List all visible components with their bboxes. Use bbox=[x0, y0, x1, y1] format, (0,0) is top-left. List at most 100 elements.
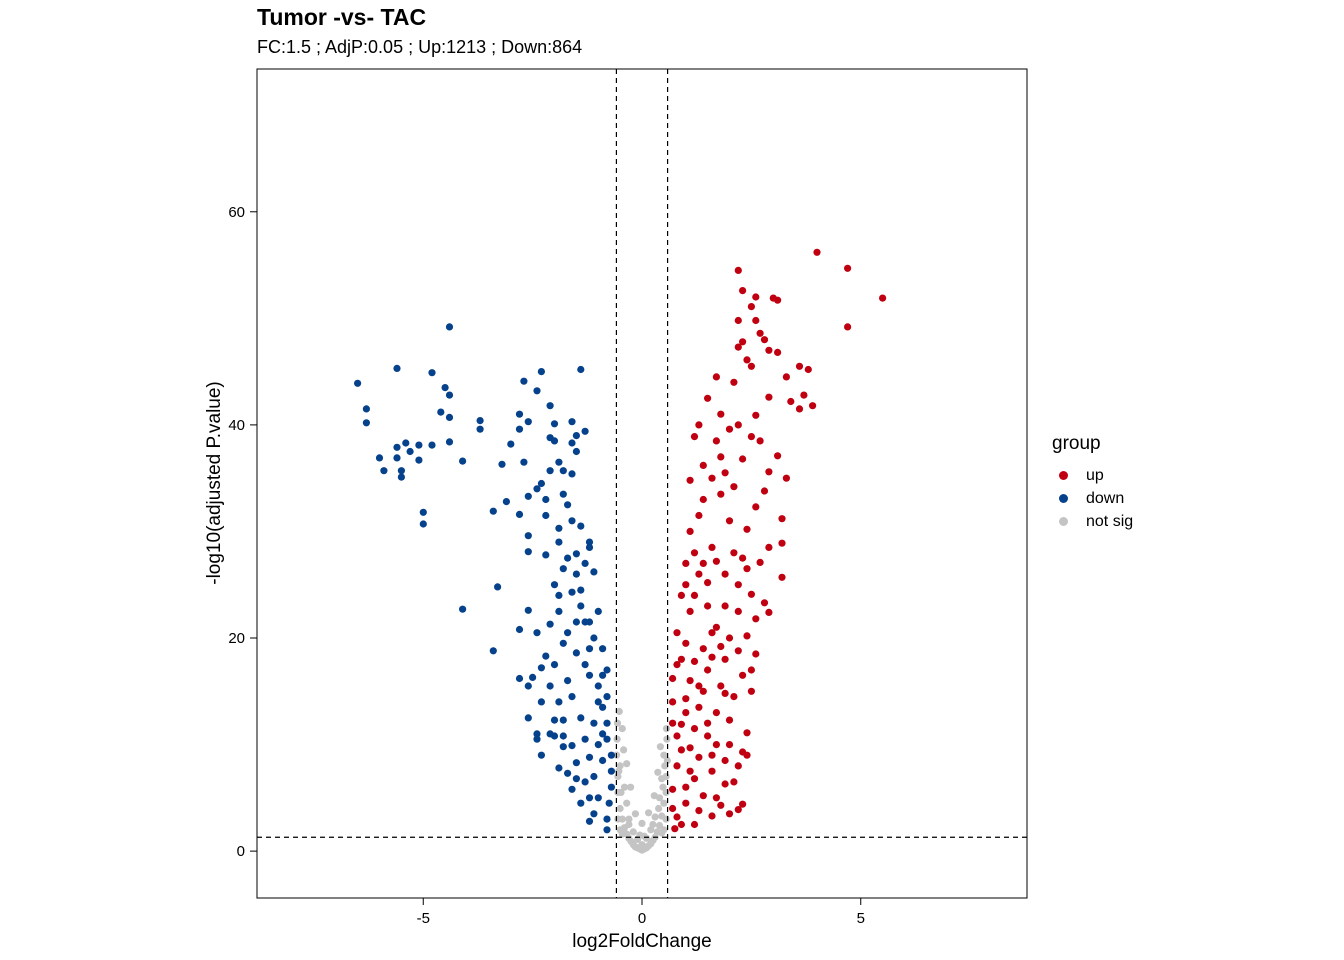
point-down bbox=[555, 524, 563, 532]
point-up bbox=[739, 671, 747, 679]
point-down bbox=[603, 815, 611, 823]
point-up bbox=[699, 645, 707, 653]
point-down bbox=[594, 741, 602, 749]
point-up bbox=[721, 756, 729, 765]
point-down bbox=[572, 570, 581, 578]
point-up bbox=[699, 792, 707, 800]
point-up bbox=[778, 515, 786, 523]
point-not-sig bbox=[618, 725, 626, 733]
legend-key-down bbox=[1059, 494, 1068, 503]
point-up bbox=[721, 469, 729, 477]
point-down bbox=[498, 460, 506, 468]
point-down bbox=[577, 586, 585, 594]
point-down bbox=[546, 467, 554, 475]
point-down bbox=[546, 682, 554, 690]
point-up bbox=[734, 266, 742, 274]
legend-label-down: down bbox=[1086, 489, 1125, 507]
point-down bbox=[542, 652, 550, 660]
point-not-sig bbox=[663, 735, 671, 743]
point-up bbox=[809, 402, 817, 410]
point-up bbox=[844, 323, 852, 331]
point-down bbox=[607, 783, 616, 791]
point-down bbox=[581, 735, 589, 743]
point-down bbox=[568, 470, 576, 478]
point-down bbox=[572, 550, 581, 558]
point-down bbox=[402, 439, 410, 447]
point-up bbox=[747, 687, 756, 695]
point-down bbox=[524, 492, 532, 500]
point-up bbox=[677, 820, 686, 829]
point-down bbox=[362, 419, 370, 427]
point-down bbox=[524, 548, 532, 556]
point-up bbox=[774, 452, 782, 460]
point-up bbox=[677, 591, 686, 600]
point-not-sig bbox=[660, 799, 668, 807]
point-down bbox=[550, 732, 559, 740]
point-up bbox=[743, 632, 751, 640]
point-down bbox=[581, 778, 589, 786]
point-up bbox=[721, 570, 729, 578]
point-down bbox=[568, 693, 576, 701]
point-down bbox=[603, 826, 611, 834]
point-up bbox=[712, 709, 721, 717]
point-up bbox=[787, 397, 795, 406]
point-down bbox=[603, 735, 611, 743]
point-up bbox=[756, 329, 764, 337]
point-up bbox=[708, 629, 716, 637]
legend-label-up: up bbox=[1086, 466, 1104, 484]
point-up bbox=[686, 767, 694, 775]
point-up bbox=[669, 804, 677, 813]
point-down bbox=[537, 664, 546, 672]
point-up bbox=[739, 455, 747, 463]
point-down bbox=[437, 408, 445, 416]
point-up bbox=[734, 762, 742, 770]
point-down bbox=[533, 629, 541, 637]
point-down bbox=[393, 454, 401, 462]
point-down bbox=[537, 479, 546, 488]
point-down bbox=[572, 649, 581, 657]
point-down bbox=[476, 425, 484, 433]
point-up bbox=[795, 362, 804, 370]
point-up bbox=[669, 785, 677, 793]
point-up bbox=[686, 677, 694, 685]
point-down bbox=[502, 498, 510, 506]
point-up bbox=[673, 629, 681, 637]
point-up bbox=[734, 343, 742, 351]
point-down bbox=[441, 384, 449, 392]
point-down bbox=[380, 467, 388, 475]
point-up bbox=[695, 807, 703, 815]
point-up bbox=[699, 495, 707, 504]
point-down bbox=[542, 495, 550, 504]
point-up bbox=[760, 487, 769, 495]
point-up bbox=[730, 378, 738, 386]
point-up bbox=[690, 591, 699, 600]
point-up bbox=[730, 778, 738, 786]
point-up bbox=[717, 801, 725, 809]
point-not-sig bbox=[645, 809, 653, 817]
point-up bbox=[725, 634, 734, 642]
point-down bbox=[476, 417, 484, 425]
point-up bbox=[690, 725, 699, 733]
point-down bbox=[428, 369, 436, 377]
point-down bbox=[393, 443, 401, 451]
legend-label-not-sig: not sig bbox=[1086, 512, 1134, 530]
y-tick-label: 0 bbox=[237, 843, 245, 860]
point-up bbox=[708, 751, 716, 759]
point-down bbox=[568, 418, 576, 426]
point-down bbox=[607, 767, 616, 775]
point-not-sig bbox=[663, 756, 672, 765]
point-up bbox=[778, 539, 786, 547]
point-up bbox=[695, 421, 703, 429]
point-up bbox=[765, 543, 773, 552]
point-down bbox=[577, 714, 585, 722]
point-up bbox=[690, 433, 699, 441]
point-down bbox=[533, 485, 541, 493]
point-not-sig bbox=[650, 792, 658, 800]
legend-key-up bbox=[1059, 471, 1068, 480]
point-down bbox=[542, 551, 550, 559]
point-up bbox=[721, 602, 729, 610]
point-down bbox=[572, 759, 581, 767]
point-down bbox=[489, 647, 497, 655]
point-up bbox=[699, 559, 707, 568]
